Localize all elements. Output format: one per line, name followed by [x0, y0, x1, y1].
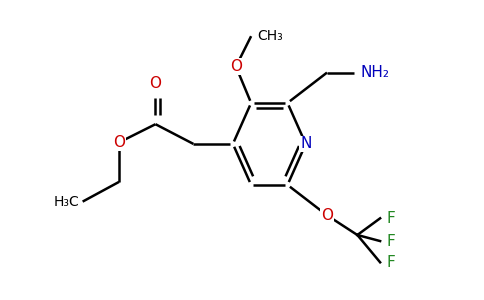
Text: F: F — [386, 255, 395, 270]
Text: O: O — [230, 59, 242, 74]
Text: O: O — [150, 76, 162, 91]
Text: N: N — [300, 136, 311, 152]
Text: O: O — [321, 208, 333, 223]
Text: F: F — [386, 234, 395, 249]
Text: CH₃: CH₃ — [257, 29, 283, 43]
Text: H₃C: H₃C — [54, 195, 79, 208]
Text: NH₂: NH₂ — [361, 65, 390, 80]
Text: F: F — [386, 211, 395, 226]
Text: O: O — [113, 135, 125, 150]
